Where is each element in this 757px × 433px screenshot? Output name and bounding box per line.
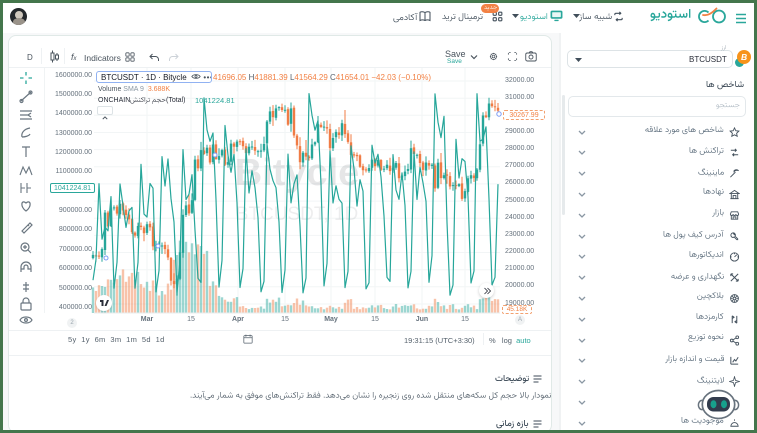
svg-text:Bitycle: Bitycle (235, 152, 360, 194)
svg-text:BTCUSDT, 1D: BTCUSDT, 1D (236, 204, 358, 225)
